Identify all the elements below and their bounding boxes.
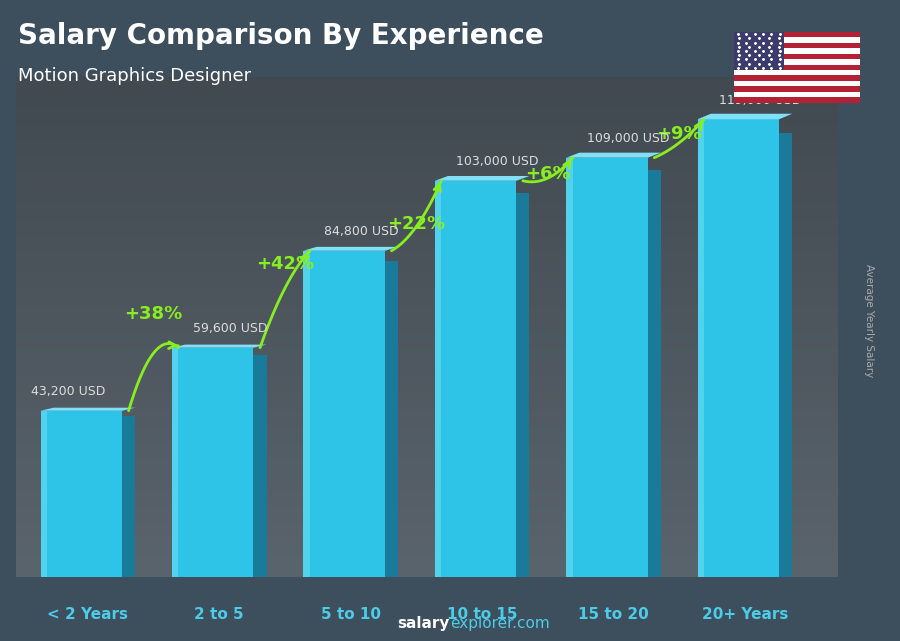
Text: 2 to 5: 2 to 5 (194, 607, 244, 622)
Bar (172, 347, 178, 577)
Text: +6%: +6% (525, 165, 571, 183)
Polygon shape (734, 37, 860, 43)
Bar (40, 411, 122, 577)
Polygon shape (734, 92, 860, 97)
Text: salary: salary (398, 617, 450, 631)
Polygon shape (648, 171, 661, 577)
Text: 20+ Years: 20+ Years (702, 607, 788, 622)
Text: 43,200 USD: 43,200 USD (32, 385, 105, 398)
Text: 15 to 20: 15 to 20 (578, 607, 649, 622)
Polygon shape (734, 97, 860, 103)
Bar (566, 158, 648, 577)
Text: 10 to 15: 10 to 15 (447, 607, 518, 622)
Polygon shape (734, 70, 860, 76)
Text: 59,600 USD: 59,600 USD (193, 322, 267, 335)
Bar (303, 251, 385, 577)
Polygon shape (40, 408, 135, 411)
Polygon shape (734, 87, 860, 92)
Polygon shape (734, 32, 860, 37)
Polygon shape (734, 54, 860, 59)
Bar (435, 181, 441, 577)
Bar (303, 251, 310, 577)
Bar (698, 119, 704, 577)
Polygon shape (172, 345, 266, 347)
Polygon shape (566, 153, 661, 158)
Text: 109,000 USD: 109,000 USD (588, 132, 670, 145)
Bar (698, 119, 779, 577)
Text: Average Yearly Salary: Average Yearly Salary (863, 264, 874, 377)
Text: explorer.com: explorer.com (450, 617, 550, 631)
Text: 5 to 10: 5 to 10 (320, 607, 381, 622)
Polygon shape (517, 193, 529, 577)
Bar (172, 347, 254, 577)
Polygon shape (734, 65, 860, 70)
Text: 119,000 USD: 119,000 USD (719, 94, 801, 106)
Polygon shape (435, 176, 529, 181)
Polygon shape (734, 81, 860, 87)
Polygon shape (122, 416, 135, 577)
Text: +9%: +9% (656, 125, 702, 143)
Bar (40, 411, 47, 577)
Text: +38%: +38% (124, 305, 183, 323)
Polygon shape (734, 43, 860, 48)
Text: Motion Graphics Designer: Motion Graphics Designer (18, 67, 251, 85)
Bar (566, 158, 572, 577)
Polygon shape (779, 133, 792, 577)
Polygon shape (734, 32, 784, 70)
Polygon shape (734, 48, 860, 54)
Text: +22%: +22% (387, 215, 446, 233)
Polygon shape (698, 113, 792, 119)
Polygon shape (734, 76, 860, 81)
Polygon shape (385, 260, 398, 577)
Text: Salary Comparison By Experience: Salary Comparison By Experience (18, 22, 544, 51)
Text: < 2 Years: < 2 Years (48, 607, 129, 622)
Text: 103,000 USD: 103,000 USD (456, 155, 538, 168)
Text: 84,800 USD: 84,800 USD (324, 225, 399, 238)
Polygon shape (254, 354, 266, 577)
Bar (435, 181, 517, 577)
Text: +42%: +42% (256, 255, 314, 273)
Polygon shape (303, 247, 398, 251)
Polygon shape (734, 59, 860, 65)
